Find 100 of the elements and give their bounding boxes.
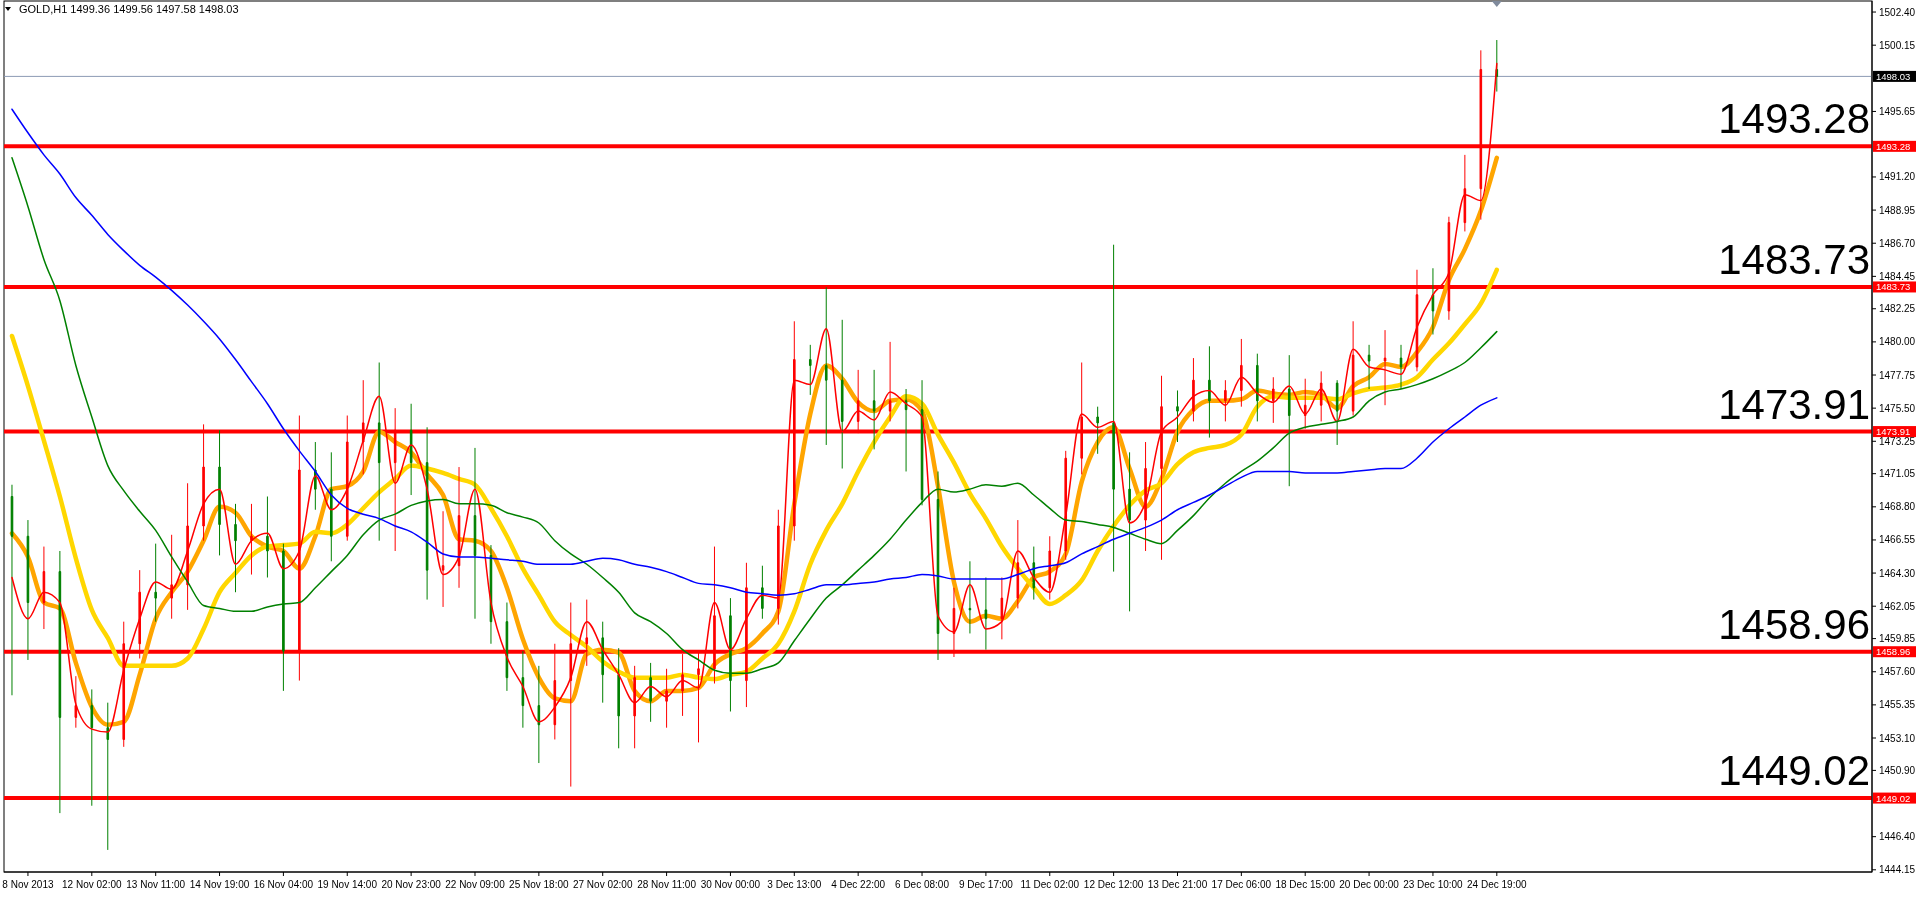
candlestick — [330, 451, 333, 562]
x-tick-label: 9 Dec 17:00 — [958, 879, 1014, 890]
candlestick — [74, 675, 78, 729]
x-tick-label: 4 Dec 22:00 — [831, 879, 886, 890]
candlestick — [1016, 519, 1020, 609]
y-tick-label: 1486.70 — [1879, 237, 1916, 249]
candlestick — [984, 576, 988, 651]
candlestick — [170, 534, 173, 620]
candlestick — [537, 665, 541, 764]
candlestick — [777, 509, 780, 626]
candlestick — [1112, 244, 1115, 573]
text: 1483.73 — [1876, 281, 1911, 293]
y-tick-label: 1453.10 — [1879, 732, 1916, 744]
y-tick-label: 1446.40 — [1879, 831, 1916, 843]
y-tick-label: 1495.65 — [1879, 105, 1916, 117]
candlestick — [505, 602, 509, 692]
y-tick-label: 1462.05 — [1879, 600, 1916, 612]
x-tick-label: 6 Dec 08:00 — [895, 879, 950, 890]
candlestick — [1128, 451, 1131, 612]
candlestick — [441, 510, 445, 608]
candlestick — [1224, 379, 1227, 422]
ref-line-label: 1483.73 — [1718, 235, 1870, 283]
candlestick — [617, 647, 620, 749]
line-series — [9, 267, 1500, 682]
candlestick — [840, 319, 844, 470]
x-tick-label: 14 Nov 19:00 — [189, 879, 250, 890]
y-tick-label: 1444.15 — [1879, 864, 1916, 876]
candlestick — [1000, 576, 1004, 640]
x-tick-label: 28 Nov 11:00 — [637, 879, 697, 890]
candlestick — [904, 388, 908, 472]
candlestick — [1319, 370, 1323, 422]
ref-line-label: 1473.91 — [1718, 380, 1870, 428]
x-tick-label: 13 Dec 21:00 — [1147, 879, 1208, 890]
candlestick — [234, 503, 237, 593]
candlestick — [1383, 329, 1387, 406]
y-tick-label: 1477.75 — [1879, 369, 1916, 381]
candlestick — [1463, 154, 1467, 232]
x-tick-label: 3 Dec 13:00 — [767, 879, 822, 890]
candlestick — [106, 702, 110, 851]
x-tick-label: 30 Nov 00:00 — [700, 879, 761, 890]
x-tick-label: 20 Nov 23:00 — [381, 879, 442, 890]
y-tick-label: 1473.25 — [1879, 435, 1916, 447]
candlestick — [1271, 376, 1275, 424]
line-series — [11, 108, 1498, 596]
candlestick — [888, 341, 892, 422]
y-tick-label: 1475.50 — [1879, 402, 1916, 414]
candlestick — [649, 662, 652, 723]
candlestick — [1208, 345, 1211, 439]
x-tick-label: 27 Nov 02:00 — [572, 879, 633, 890]
y-tick-label: 1491.20 — [1879, 171, 1916, 183]
candlestick — [1287, 354, 1291, 487]
y-tick-label: 1500.15 — [1879, 39, 1916, 51]
candlestick — [872, 369, 876, 450]
y-tick-label: 1459.85 — [1879, 633, 1916, 645]
candlestick — [218, 429, 221, 556]
x-tick-label: 25 Nov 18:00 — [509, 879, 570, 890]
candlestick — [1032, 546, 1036, 601]
y-tick-label: 1482.25 — [1879, 303, 1916, 315]
candlestick — [601, 621, 605, 704]
candlestick — [26, 519, 30, 661]
candlestick — [409, 403, 413, 496]
candlestick — [521, 650, 525, 729]
x-tick-label: 12 Dec 12:00 — [1083, 879, 1144, 890]
candlestick — [266, 496, 269, 578]
candlestick — [1144, 441, 1147, 552]
x-tick-label: 16 Nov 04:00 — [253, 879, 314, 890]
x-tick-label: 22 Nov 09:00 — [445, 879, 506, 890]
x-tick-label: 12 Nov 02:00 — [62, 879, 122, 890]
y-tick-label: 1457.60 — [1879, 666, 1916, 678]
candlestick — [58, 550, 62, 814]
text: 1498.03 — [1876, 70, 1911, 82]
candlestick — [1367, 344, 1371, 390]
candlestick — [1351, 320, 1355, 417]
candlestick — [314, 441, 317, 511]
y-tick-label: 1484.45 — [1879, 270, 1916, 282]
candlestick — [1431, 267, 1435, 336]
chart-title: GOLD,H1 1499.36 1499.56 1497.58 1498.03 — [19, 3, 239, 15]
candlestick — [1399, 344, 1403, 390]
candlestick — [1048, 535, 1052, 601]
candlestick — [250, 503, 253, 576]
candlestick — [10, 484, 14, 696]
candlestick — [1240, 338, 1243, 408]
x-tick-label: 20 Dec 00:00 — [1339, 879, 1400, 890]
candlestick — [1096, 406, 1099, 455]
x-tick-label: 8 Nov 2013 — [2, 879, 54, 890]
text: 1473.91 — [1876, 426, 1911, 438]
y-tick-label: 1471.05 — [1879, 468, 1916, 480]
text: 1458.96 — [1876, 646, 1911, 658]
y-tick-label: 1466.55 — [1879, 534, 1916, 546]
candlestick — [1192, 357, 1195, 422]
candlestick — [761, 565, 764, 620]
candlestick — [1256, 353, 1259, 422]
candlestick — [90, 688, 94, 807]
candlestick — [186, 482, 189, 611]
x-tick-label: 18 Dec 15:00 — [1275, 879, 1336, 890]
text: 1449.02 — [1876, 792, 1911, 804]
candlestick — [1335, 379, 1339, 446]
candlestick — [968, 560, 972, 634]
y-tick-label: 1464.30 — [1879, 567, 1916, 579]
ref-line-label: 1449.02 — [1718, 747, 1870, 795]
